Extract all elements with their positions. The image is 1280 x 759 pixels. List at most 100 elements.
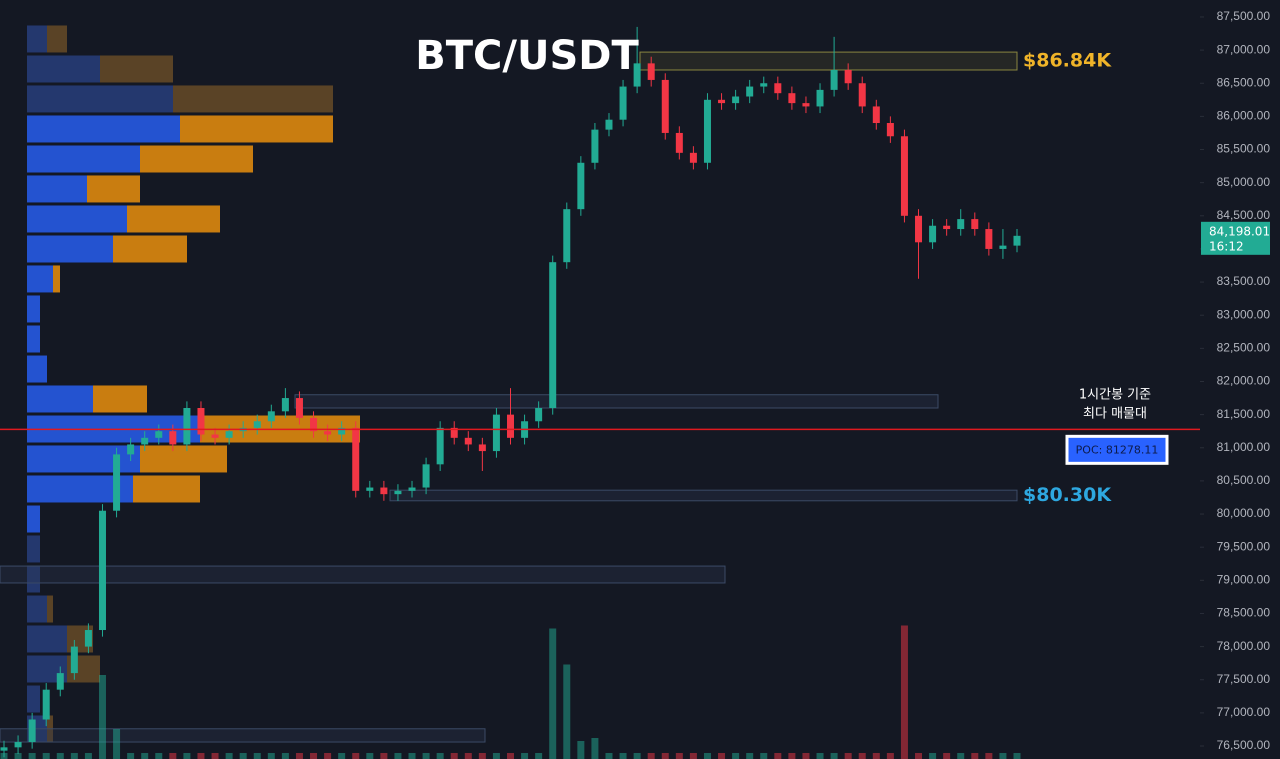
poc-label: POC: 81278.11 [1076,443,1159,456]
candle-body [113,454,121,511]
candle-body [703,99,711,163]
zone-label: $80.30K [1023,484,1112,506]
volume-bar [197,753,205,759]
profile-buy [27,145,140,173]
candle-body [478,444,486,452]
volume-bar [872,753,880,759]
candle-body [380,487,388,495]
candle-body [464,437,472,445]
volume-bar [366,753,374,759]
candle-body [155,431,163,438]
y-tick-label: 79,500.00 [1217,539,1271,553]
candle-body [183,407,191,445]
volume-bar [141,753,149,759]
volume-bar [675,753,683,759]
profile-buy [27,355,47,383]
volume-bar [478,753,486,759]
candle-body [774,83,782,94]
volume-bar [788,753,796,759]
candle-body [985,229,993,249]
volume-bar [521,753,529,759]
profile-sell [47,595,53,623]
profile-sell [140,445,227,473]
y-tick-label: 80,000.00 [1217,506,1271,520]
y-tick-label: 78,500.00 [1217,606,1271,620]
candle-body [253,421,261,428]
volume-bar [732,753,740,759]
volume-bar [281,753,289,759]
volume-bar [563,664,571,759]
profile-buy [27,295,40,323]
candle-body [267,411,275,422]
volume-bar [211,753,219,759]
profile-sell [93,385,147,413]
candle-body [915,215,923,243]
annotation: 최다 매물대 [1083,407,1147,422]
profile-buy [27,55,100,83]
y-tick-label: 76,500.00 [1217,738,1271,752]
zone [0,565,726,584]
volume-bar [42,753,50,759]
volume-bar [450,753,458,759]
candle-body [169,431,177,445]
candle-body [127,444,135,455]
volume-bar [985,753,993,759]
candle-body [422,464,430,488]
candle-body [408,487,416,491]
volume-bar [647,753,655,759]
y-tick-label: 87,000.00 [1217,42,1271,56]
candle-body [718,99,726,104]
profile-buy [27,85,173,113]
y-tick-label: 80,500.00 [1217,473,1271,487]
candle-body [886,123,894,137]
candle-body [310,417,318,432]
profile-buy [27,175,87,203]
candle-body [507,414,514,438]
candle-body [929,225,937,243]
volume-bar [915,753,923,759]
volume-bar [394,753,402,759]
volume-bar [352,753,360,759]
volume-bar [338,753,346,759]
y-tick-label: 77,000.00 [1217,705,1271,719]
volume-bar [70,753,78,759]
volume-bar [619,753,627,759]
profile-sell [140,145,253,173]
volume-bar [591,738,599,759]
candle-body [492,414,500,452]
profile-buy [27,535,40,563]
candle-body [858,83,866,107]
profile-sell [127,205,220,233]
candle-body [324,431,332,435]
chart-title: BTC/USDT [415,33,639,79]
zone [389,489,1018,502]
y-tick-label: 81,500.00 [1217,407,1271,421]
candle-body [366,487,374,491]
profile-sell [100,55,173,83]
y-tick-label: 85,500.00 [1217,142,1271,156]
volume-bar [886,753,894,759]
volume-bar [436,753,444,759]
candle-body [971,219,979,230]
candle-body [675,132,683,153]
candle-body [591,129,599,163]
volume-bar [957,753,965,759]
candle-body [830,69,838,90]
profile-buy [27,205,127,233]
candle-body [56,673,64,690]
candle-body [28,719,36,743]
y-tick-label: 87,500.00 [1217,9,1271,23]
volume-bar [605,753,613,759]
candle-body [999,245,1007,249]
volume-bar [746,753,754,759]
volume-bar [295,753,303,759]
profile-buy [27,265,53,293]
candle-body [563,209,571,263]
volume-bar [703,753,711,759]
y-tick-label: 85,000.00 [1217,175,1271,189]
candle-body [900,136,908,216]
volume-bar [1013,753,1021,759]
last-price-label: 84,198.01 [1209,224,1270,238]
y-tick-label: 86,500.00 [1217,75,1271,89]
candle-body [352,427,360,491]
